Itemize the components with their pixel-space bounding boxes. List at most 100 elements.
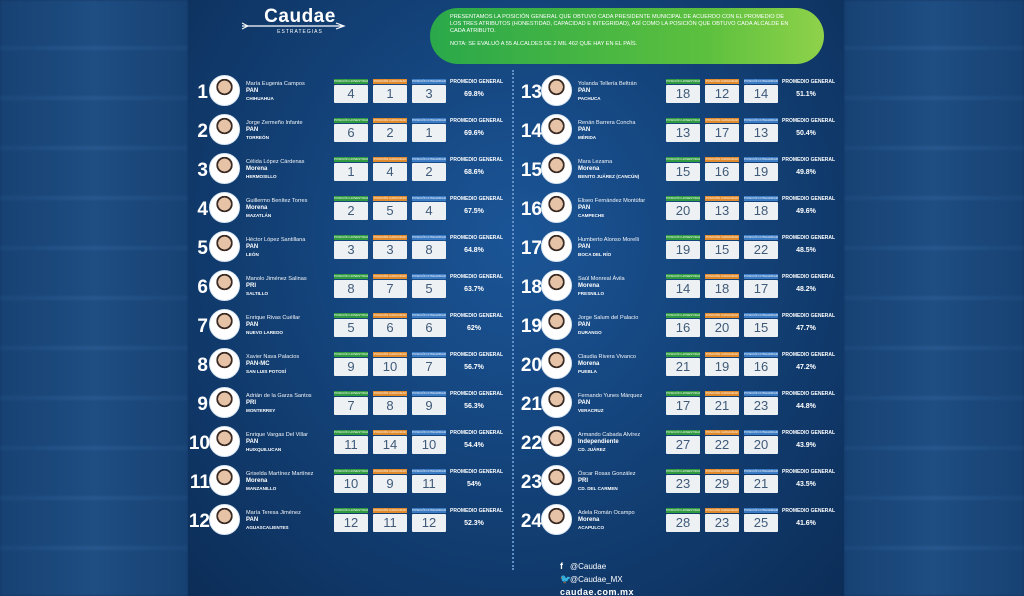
capacidad-box: POSICIÓN CAPACIDAD 14 — [373, 430, 407, 458]
rank-number: 9 — [197, 394, 208, 415]
brand-name: Caudae — [264, 6, 336, 27]
capacidad-box: POSICIÓN CAPACIDAD 22 — [705, 430, 739, 458]
mayor-name: Jorge Salum del Palacio — [578, 315, 639, 321]
capacidad-box: POSICIÓN CAPACIDAD 7 — [373, 274, 407, 302]
honestidad-value: 7 — [334, 397, 368, 415]
facebook-handle[interactable]: @Caudae — [570, 562, 607, 571]
capacidad-label: POSICIÓN CAPACIDAD — [373, 313, 407, 318]
capacidad-box: POSICIÓN CAPACIDAD 1 — [373, 79, 407, 107]
honestidad-box: POSICIÓN HONESTIDAD 20 — [666, 196, 700, 224]
avatar — [209, 309, 240, 340]
mayor-info: Mara Lezama Morena BENITO JUÁREZ (CANCÚN) — [578, 159, 668, 179]
mayor-party: PAN — [246, 322, 259, 328]
attribute-positions: POSICIÓN HONESTIDAD 17 POSICIÓN CAPACIDAD 2… — [666, 391, 780, 419]
mayor-info: Xavier Nava Palacios PAN-MC SAN LUIS POTOS… — [246, 354, 336, 374]
general-value: 43.5% — [796, 481, 816, 488]
integridad-label: POSICIÓN INTEGRIDAD — [744, 469, 778, 474]
honestidad-label: POSICIÓN HONESTIDAD — [666, 508, 700, 513]
integridad-label: POSICIÓN INTEGRIDAD — [412, 313, 446, 318]
honestidad-label: POSICIÓN HONESTIDAD — [666, 196, 700, 201]
mayor-row: 21 Fernando Yunes Márquez PAN VERACRUZ POSIC… — [521, 386, 835, 425]
capacidad-value: 19 — [705, 358, 739, 376]
rank-number: 6 — [197, 277, 208, 298]
capacidad-box: POSICIÓN CAPACIDAD 15 — [705, 235, 739, 263]
capacidad-label: POSICIÓN CAPACIDAD — [373, 274, 407, 279]
mayor-name: Armando Cabada Alvírez — [578, 432, 641, 438]
avatar — [541, 387, 572, 418]
capacidad-value: 16 — [705, 163, 739, 181]
integridad-value: 19 — [744, 163, 778, 181]
integridad-label: POSICIÓN INTEGRIDAD — [744, 235, 778, 240]
mayor-name: Héctor López Santillana — [246, 237, 306, 243]
integridad-box: POSICIÓN INTEGRIDAD 20 — [744, 430, 778, 458]
capacidad-value: 12 — [705, 85, 739, 103]
rank-number: 11 — [189, 472, 210, 493]
capacidad-label: POSICIÓN CAPACIDAD — [373, 196, 407, 201]
integridad-box: POSICIÓN INTEGRIDAD 8 — [412, 235, 446, 263]
mayor-row: 19 Jorge Salum del Palacio PAN DURANGO POSIC… — [521, 308, 835, 347]
integridad-value: 14 — [744, 85, 778, 103]
rank-number: 10 — [188, 433, 210, 454]
attribute-positions: POSICIÓN HONESTIDAD 21 POSICIÓN CAPACIDAD 1… — [666, 352, 780, 380]
integridad-value: 25 — [744, 514, 778, 532]
mayor-name: Saúl Monreal Ávila — [578, 276, 625, 282]
integridad-box: POSICIÓN INTEGRIDAD 1 — [412, 118, 446, 146]
honestidad-label: POSICIÓN HONESTIDAD — [334, 235, 368, 240]
mayor-city: TORREÓN — [246, 135, 269, 140]
integridad-label: POSICIÓN INTEGRIDAD — [744, 313, 778, 318]
avatar — [209, 348, 240, 379]
integridad-box: POSICIÓN INTEGRIDAD 4 — [412, 196, 446, 224]
avatar — [209, 465, 240, 496]
capacidad-box: POSICIÓN CAPACIDAD 17 — [705, 118, 739, 146]
honestidad-label: POSICIÓN HONESTIDAD — [334, 157, 368, 162]
rank-number: 13 — [520, 82, 542, 103]
honestidad-box: POSICIÓN HONESTIDAD 13 — [666, 118, 700, 146]
capacidad-box: POSICIÓN CAPACIDAD 13 — [705, 196, 739, 224]
general-label: PROMEDIO GENERAL — [450, 79, 504, 85]
capacidad-label: POSICIÓN CAPACIDAD — [705, 391, 739, 396]
integridad-label: POSICIÓN INTEGRIDAD — [744, 274, 778, 279]
general-value: 56.7% — [464, 364, 484, 371]
general-label: PROMEDIO GENERAL — [450, 235, 504, 241]
mayor-info: Armando Cabada Alvírez Independiente CD. J… — [578, 432, 668, 452]
mayor-info: Héctor López Santillana PAN LEÓN — [246, 237, 336, 257]
attribute-positions: POSICIÓN HONESTIDAD 6 POSICIÓN CAPACIDAD 2 P… — [334, 118, 448, 146]
honestidad-box: POSICIÓN HONESTIDAD 12 — [334, 508, 368, 536]
general-value: 54.4% — [464, 442, 484, 449]
rank-number: 16 — [520, 199, 542, 220]
capacidad-value: 6 — [373, 319, 407, 337]
blurred-background-right — [844, 0, 1024, 596]
mayor-row: 15 Mara Lezama Morena BENITO JUÁREZ (CANCÚN… — [521, 152, 835, 191]
avatar — [541, 465, 572, 496]
general-average: PROMEDIO GENERAL 56.7% — [450, 352, 503, 371]
mayor-city: BENITO JUÁREZ (CANCÚN) — [578, 174, 640, 179]
twitter-handle[interactable]: @Caudae_MX — [570, 575, 623, 584]
integridad-label: POSICIÓN INTEGRIDAD — [744, 118, 778, 123]
integridad-label: POSICIÓN INTEGRIDAD — [744, 196, 778, 201]
honestidad-label: POSICIÓN HONESTIDAD — [666, 157, 700, 162]
integridad-label: POSICIÓN INTEGRIDAD — [412, 430, 446, 435]
integridad-box: POSICIÓN INTEGRIDAD 10 — [412, 430, 446, 458]
honestidad-label: POSICIÓN HONESTIDAD — [334, 118, 368, 123]
ranking-poster: Caudae ESTRATEGIAS PRESENTAMOS LA POSICI… — [188, 0, 844, 596]
capacidad-value: 7 — [373, 280, 407, 298]
avatar — [209, 387, 240, 418]
general-value: 63.7% — [464, 286, 484, 293]
attribute-positions: POSICIÓN HONESTIDAD 28 POSICIÓN CAPACIDAD 2… — [666, 508, 780, 536]
general-label: PROMEDIO GENERAL — [782, 235, 836, 241]
mayor-name: Xavier Nava Palacios — [246, 354, 300, 360]
mayor-row: 18 Saúl Monreal Ávila Morena FRESNILLO POSIC… — [521, 269, 835, 308]
rank-number: 17 — [520, 238, 542, 259]
mayor-name: Mara Lezama — [578, 159, 613, 165]
website-link[interactable]: caudae.com.mx — [560, 587, 635, 596]
avatar — [209, 153, 240, 184]
general-value: 68.6% — [464, 169, 484, 176]
integridad-value: 18 — [744, 202, 778, 220]
capacidad-label: POSICIÓN CAPACIDAD — [705, 196, 739, 201]
honestidad-box: POSICIÓN HONESTIDAD 4 — [334, 79, 368, 107]
attribute-positions: POSICIÓN HONESTIDAD 20 POSICIÓN CAPACIDAD 1… — [666, 196, 780, 224]
caudae-logo: Caudae ESTRATEGIAS — [240, 6, 360, 40]
capacidad-box: POSICIÓN CAPACIDAD 4 — [373, 157, 407, 185]
honestidad-box: POSICIÓN HONESTIDAD 17 — [666, 391, 700, 419]
general-value: 49.8% — [796, 169, 816, 176]
